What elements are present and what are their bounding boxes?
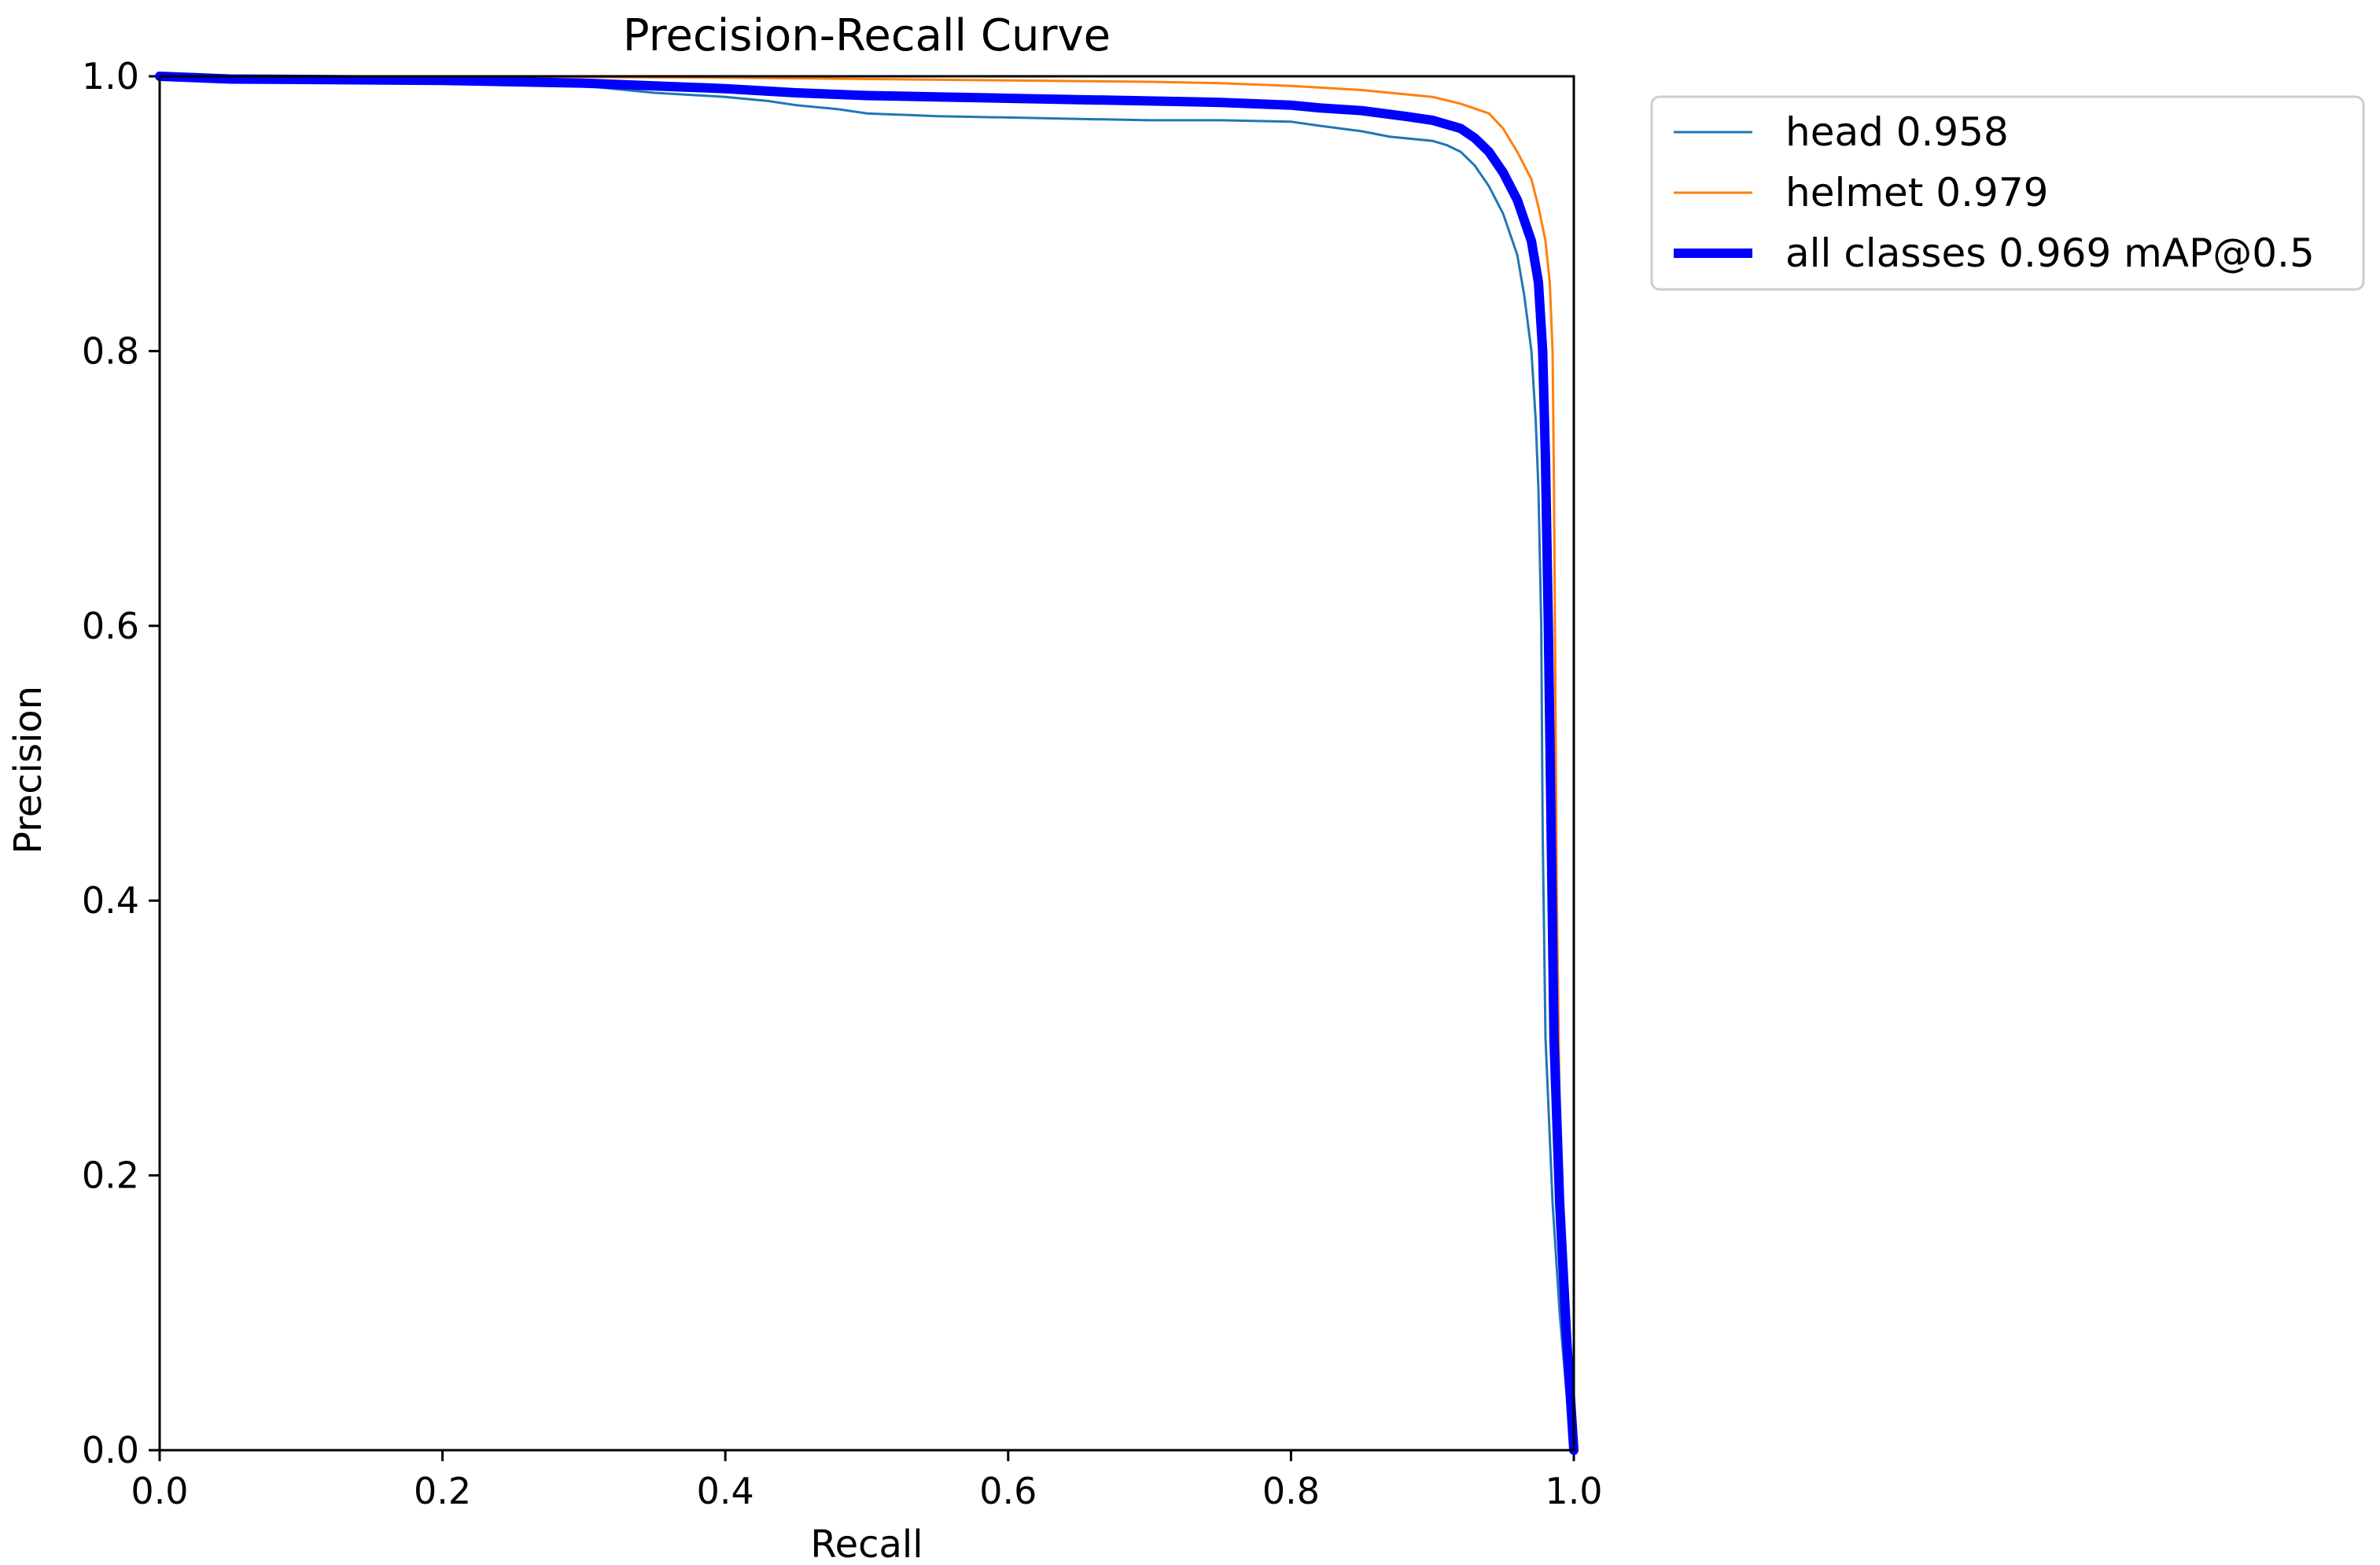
x-tick-label: 0.8 bbox=[1262, 1470, 1320, 1512]
x-tick-label: 0.4 bbox=[697, 1470, 754, 1512]
x-tick-label: 0.6 bbox=[979, 1470, 1037, 1512]
chart-title: Precision-Recall Curve bbox=[623, 10, 1111, 61]
legend-label-1: helmet 0.979 bbox=[1785, 170, 2048, 215]
series-line-1 bbox=[158, 75, 1575, 1452]
y-tick-label: 0.8 bbox=[82, 330, 139, 372]
y-tick-label: 1.0 bbox=[82, 55, 139, 98]
x-tick-label: 0.2 bbox=[414, 1470, 471, 1512]
legend-entries: head 0.958 helmet 0.979 all classes 0.969 … bbox=[1674, 109, 2315, 276]
y-tick-label: 0.0 bbox=[82, 1429, 139, 1471]
x-tick-label: 1.0 bbox=[1545, 1470, 1602, 1512]
plot-frame bbox=[158, 75, 1575, 1452]
y-axis-label: Precision bbox=[6, 686, 50, 854]
y-tick-label: 0.6 bbox=[82, 605, 139, 647]
x-tick-label: 0.0 bbox=[131, 1470, 188, 1512]
legend-label-0: head 0.958 bbox=[1785, 109, 2009, 155]
y-tick-label: 0.2 bbox=[82, 1154, 139, 1197]
legend: head 0.958 helmet 0.979 all classes 0.969 … bbox=[1650, 95, 2365, 291]
legend-box bbox=[1650, 95, 2365, 291]
series-line-0 bbox=[158, 75, 1575, 1452]
y-axis-ticks: 0.0 0.2 0.4 0.6 0.8 1.0 bbox=[82, 55, 160, 1471]
legend-label-2: all classes 0.969 mAP@0.5 bbox=[1785, 230, 2315, 276]
y-tick-label: 0.4 bbox=[82, 879, 139, 922]
x-axis-ticks: 0.0 0.2 0.4 0.6 0.8 1.0 bbox=[131, 1450, 1603, 1512]
series-line-2 bbox=[155, 72, 1579, 1455]
x-axis-label: Recall bbox=[810, 1523, 923, 1562]
series-lines bbox=[155, 72, 1579, 1455]
